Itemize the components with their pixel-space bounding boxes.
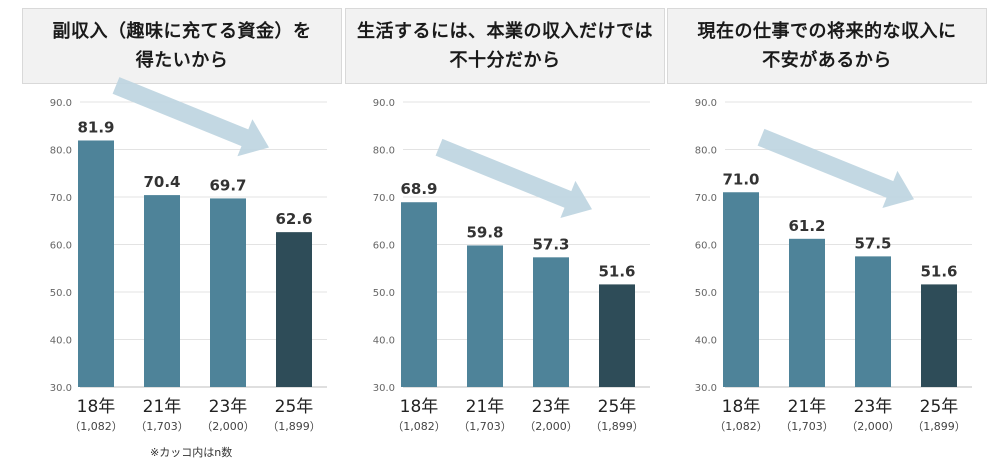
bar (467, 245, 503, 387)
sample-size-label: （1,703） (780, 420, 834, 433)
sample-size-label: （1,082） (69, 420, 123, 433)
sample-size-label: （1,703） (458, 420, 512, 433)
y-tick-label: 90.0 (373, 98, 395, 109)
y-tick-label: 60.0 (695, 241, 717, 252)
y-tick-label: 60.0 (50, 241, 72, 252)
data-label: 68.9 (400, 180, 437, 198)
trend-arrow-icon (435, 138, 592, 218)
bar (533, 257, 569, 387)
bar-chart: 90.0 80.0 70.0 60.0 50.0 40.0 30.0 81.9 18年 （1,08… (50, 77, 327, 433)
bar (789, 238, 825, 387)
data-label: 51.6 (920, 262, 957, 280)
data-label: 71.0 (722, 170, 759, 188)
y-tick-label: 90.0 (695, 98, 717, 109)
y-tick-label: 40.0 (373, 336, 395, 347)
chart-panel-3: 現在の仕事での将来的な収入に 不安があるから 90.0 80.0 70.0 60.0 5… (667, 0, 987, 470)
trend-arrow-icon (112, 77, 269, 157)
y-tick-label: 70.0 (695, 193, 717, 204)
y-tick-label: 50.0 (695, 288, 717, 299)
bar (78, 140, 114, 387)
data-label: 62.6 (275, 210, 312, 228)
category-label: 23年 (209, 397, 248, 417)
chart-panel-2: 生活するには、本業の収入だけでは 不十分だから 90.0 80.0 70.0 60.0… (345, 0, 665, 470)
data-label: 51.6 (598, 262, 635, 280)
sample-size-label: （1,703） (135, 420, 189, 433)
y-tick-label: 70.0 (50, 193, 72, 204)
data-label: 57.3 (532, 235, 569, 253)
bar-chart: 90.0 80.0 70.0 60.0 50.0 40.0 30.0 71.0 18年 （1,08… (695, 98, 972, 433)
sample-size-note: ※カッコ内はn数 (150, 446, 233, 459)
bar-chart: 90.0 80.0 70.0 60.0 50.0 40.0 30.0 68.9 18年 （1,08… (373, 98, 650, 433)
bar (723, 192, 759, 387)
category-label: 25年 (275, 397, 314, 417)
sample-size-label: （2,000） (846, 420, 900, 433)
y-tick-label: 90.0 (50, 98, 72, 109)
bar (855, 256, 891, 387)
sample-size-label: （2,000） (524, 420, 578, 433)
category-label: 21年 (788, 397, 827, 417)
y-tick-label: 30.0 (373, 383, 395, 394)
data-label: 69.7 (209, 176, 246, 194)
category-label: 21年 (143, 397, 182, 417)
y-tick-label: 40.0 (695, 336, 717, 347)
y-tick-label: 70.0 (373, 193, 395, 204)
y-tick-label: 80.0 (50, 146, 72, 157)
chart-title-box: 現在の仕事での将来的な収入に 不安があるから (667, 8, 987, 84)
bar (276, 232, 312, 387)
category-label: 18年 (722, 397, 761, 417)
data-label: 81.9 (77, 118, 114, 136)
y-tick-label: 60.0 (373, 241, 395, 252)
chart-title-box: 生活するには、本業の収入だけでは 不十分だから (345, 8, 665, 84)
sample-size-label: （1,899） (590, 420, 644, 433)
data-label: 59.8 (466, 223, 503, 241)
bar (921, 284, 957, 387)
chart-title-box: 副収入（趣味に充てる資金）を 得たいから (22, 8, 342, 84)
y-tick-label: 30.0 (50, 383, 72, 394)
data-label: 70.4 (143, 173, 180, 191)
data-label: 61.2 (788, 217, 825, 235)
y-tick-label: 80.0 (695, 146, 717, 157)
category-label: 18年 (77, 397, 116, 417)
sample-size-label: （1,899） (912, 420, 966, 433)
category-label: 25年 (598, 397, 637, 417)
chart-title: 生活するには、本業の収入だけでは 不十分だから (357, 21, 653, 71)
bar (144, 195, 180, 387)
category-label: 25年 (920, 397, 959, 417)
y-tick-label: 30.0 (695, 383, 717, 394)
category-label: 23年 (854, 397, 893, 417)
bar (599, 284, 635, 387)
y-tick-label: 40.0 (50, 336, 72, 347)
bar (210, 198, 246, 387)
y-tick-label: 50.0 (50, 288, 72, 299)
sample-size-label: （2,000） (201, 420, 255, 433)
category-label: 21年 (466, 397, 505, 417)
sample-size-label: （1,082） (714, 420, 768, 433)
chart-title: 現在の仕事での将来的な収入に 不安があるから (697, 21, 957, 71)
trend-arrow-icon (757, 128, 914, 208)
bar (401, 202, 437, 387)
sample-size-label: （1,082） (392, 420, 446, 433)
data-label: 57.5 (854, 234, 891, 252)
chart-panel-1: 副収入（趣味に充てる資金）を 得たいから 90.0 80.0 70.0 60.0 50.… (22, 0, 342, 470)
chart-title: 副収入（趣味に充てる資金）を 得たいから (52, 21, 312, 71)
category-label: 18年 (400, 397, 439, 417)
sample-size-label: （1,899） (267, 420, 321, 433)
category-label: 23年 (532, 397, 571, 417)
y-tick-label: 50.0 (373, 288, 395, 299)
y-tick-label: 80.0 (373, 146, 395, 157)
